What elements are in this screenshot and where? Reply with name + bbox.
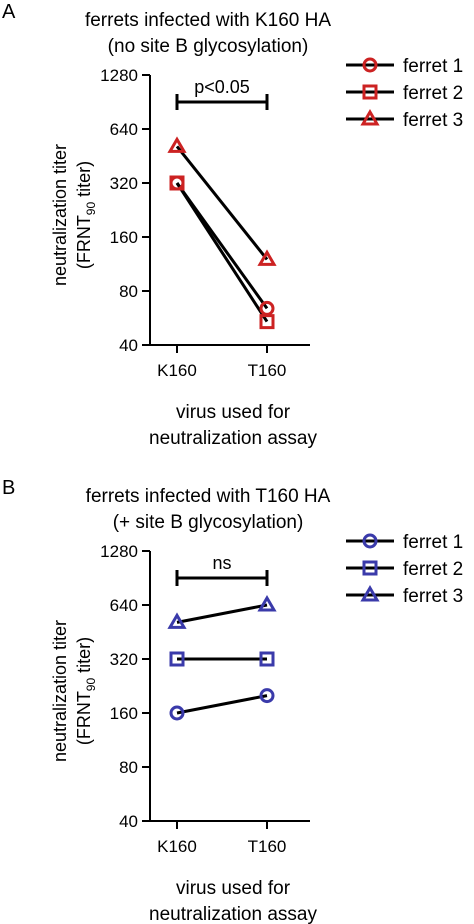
y-tick-label: 320 bbox=[110, 650, 138, 669]
chart-subtitle: (+ site B glycosylation) bbox=[113, 512, 304, 533]
y-tick-label: 1280 bbox=[100, 66, 138, 85]
y-tick-label: 40 bbox=[119, 336, 138, 355]
y-tick-label: 640 bbox=[110, 596, 138, 615]
y-axis-label-line2: (FRNT90 titer) bbox=[74, 161, 98, 269]
y-axis-label: neutralization titer (FRNT90 titer) bbox=[50, 144, 98, 286]
panel-letter: B bbox=[2, 477, 15, 499]
y-tick-label: 1280 bbox=[100, 542, 138, 561]
legend-marker-circle bbox=[362, 57, 378, 73]
significance-label: ns bbox=[212, 553, 231, 573]
data-point-ferret-3 bbox=[257, 249, 277, 266]
legend-marker-triangle bbox=[360, 109, 380, 126]
y-tick-label: 80 bbox=[119, 758, 138, 777]
y-axis-label-line1: neutralization titer bbox=[50, 620, 70, 762]
series-line-ferret-3 bbox=[175, 145, 269, 261]
legend-marker-square bbox=[362, 560, 378, 576]
y-axis-label-line2: (FRNT90 titer) bbox=[74, 637, 98, 745]
legend-label: ferret 2 bbox=[403, 559, 463, 580]
x-tick-label: K160 bbox=[157, 837, 197, 856]
data-point-ferret-3 bbox=[167, 612, 187, 629]
y-tick-label: 640 bbox=[110, 120, 138, 139]
data-point-ferret-2 bbox=[169, 175, 185, 191]
chart-title: ferrets infected with K160 HA bbox=[85, 10, 331, 31]
legend-marker-triangle bbox=[360, 585, 380, 602]
data-point-ferret-3 bbox=[257, 595, 277, 612]
legend-marker-circle bbox=[362, 533, 378, 549]
legend-label: ferret 3 bbox=[403, 110, 463, 131]
series-line-ferret-2 bbox=[175, 182, 269, 323]
legend-label: ferret 1 bbox=[403, 56, 463, 77]
panel-letter: A bbox=[2, 1, 16, 23]
legend-label: ferret 2 bbox=[403, 83, 463, 104]
data-point-ferret-2 bbox=[259, 651, 275, 667]
x-axis-label-line2: neutralization assay bbox=[149, 904, 317, 924]
data-point-ferret-3 bbox=[167, 136, 187, 153]
x-axis-label: virus used for bbox=[176, 402, 291, 423]
data-point-ferret-1 bbox=[169, 705, 185, 721]
x-tick-label: T160 bbox=[248, 837, 287, 856]
legend-label: ferret 3 bbox=[403, 586, 463, 607]
series-line-ferret-3 bbox=[176, 603, 268, 624]
significance-label: p<0.05 bbox=[194, 77, 250, 97]
x-tick-label: K160 bbox=[157, 361, 197, 380]
y-axis-label-line1: neutralization titer bbox=[50, 144, 70, 286]
y-tick-label: 80 bbox=[119, 282, 138, 301]
x-axis-label: virus used for bbox=[176, 878, 291, 899]
data-point-ferret-2 bbox=[259, 314, 275, 330]
data-point-ferret-1 bbox=[259, 688, 275, 704]
chart-title: ferrets infected with T160 HA bbox=[86, 486, 331, 507]
y-tick-label: 160 bbox=[110, 228, 138, 247]
x-axis-label-line2: neutralization assay bbox=[149, 428, 317, 449]
legend-label: ferret 1 bbox=[403, 532, 463, 553]
y-tick-label: 160 bbox=[110, 704, 138, 723]
series-line-ferret-1 bbox=[176, 694, 268, 715]
y-tick-label: 320 bbox=[110, 174, 138, 193]
data-point-ferret-2 bbox=[169, 651, 185, 667]
x-tick-label: T160 bbox=[248, 361, 287, 380]
y-axis-label: neutralization titer (FRNT90 titer) bbox=[50, 620, 98, 762]
chart-subtitle: (no site B glycosylation) bbox=[108, 36, 309, 57]
y-tick-label: 40 bbox=[119, 812, 138, 831]
legend-marker-square bbox=[362, 84, 378, 100]
